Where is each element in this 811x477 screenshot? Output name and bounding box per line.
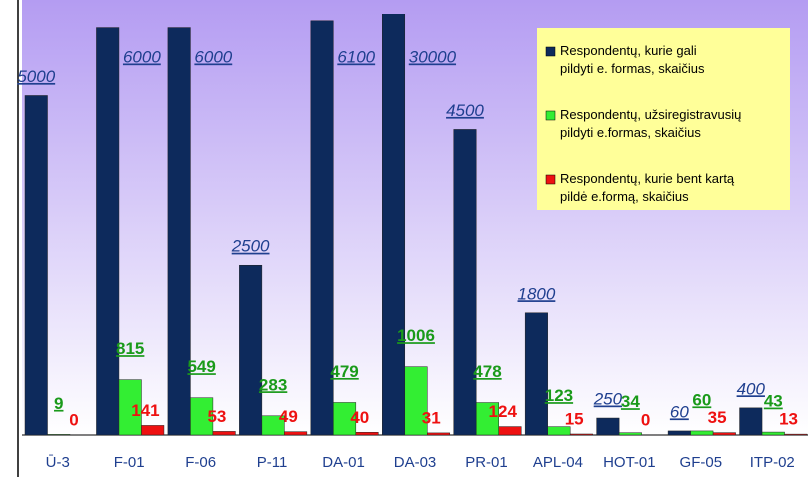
legend-swatch	[545, 174, 556, 185]
value-label: 0	[69, 410, 78, 429]
bar	[618, 432, 642, 435]
bar	[596, 417, 620, 435]
value-label: 35	[708, 408, 727, 427]
value-label: 31	[422, 408, 441, 427]
value-label: 5000	[17, 67, 55, 86]
bar	[547, 426, 571, 435]
value-label: 15	[565, 409, 584, 428]
value-label: 400	[737, 379, 766, 398]
value-label: 53	[207, 407, 226, 426]
value-label: 6100	[337, 47, 375, 66]
value-label: 6000	[123, 47, 161, 66]
value-label: 13	[779, 410, 798, 429]
bar	[333, 402, 357, 435]
value-label: 60	[670, 402, 689, 421]
bar	[212, 431, 236, 435]
value-label: 1006	[397, 326, 435, 345]
x-tick-label: F-01	[114, 454, 145, 471]
x-tick-label: PR-01	[465, 454, 508, 471]
x-tick-label: DA-03	[394, 454, 437, 471]
bar	[404, 366, 428, 435]
value-label: 34	[621, 392, 640, 411]
value-label: 4500	[446, 101, 484, 120]
bar	[690, 430, 714, 435]
value-label: 123	[545, 386, 573, 405]
value-label: 250	[593, 390, 623, 409]
value-label: 6000	[194, 47, 232, 66]
bar	[96, 27, 120, 435]
bar	[784, 433, 808, 435]
bars	[24, 14, 808, 435]
x-tick-label: P-11	[257, 454, 288, 471]
bar	[261, 415, 285, 435]
x-tick-label: DA-01	[322, 454, 365, 471]
value-label: 9	[54, 394, 63, 413]
value-label: 1800	[518, 284, 556, 303]
value-label: 815	[116, 339, 144, 358]
value-label: 141	[131, 401, 159, 420]
x-tick-label: ITP-02	[750, 454, 795, 471]
legend-swatch	[545, 46, 556, 57]
bar	[427, 432, 451, 435]
value-label: 0	[641, 410, 650, 429]
bar	[382, 14, 406, 435]
value-label: 43	[764, 392, 783, 411]
x-tick-label: GF-05	[680, 454, 723, 471]
bar	[24, 95, 48, 435]
bar	[569, 433, 593, 435]
bar	[310, 20, 334, 435]
value-label: 60	[692, 390, 711, 409]
legend-label: Respondentų, kurie gali pildyti e. formas…	[560, 43, 705, 76]
bar	[475, 402, 499, 435]
bar	[498, 426, 522, 435]
legend-label: Respondentų, užsiregistravusių pildyti e.…	[560, 107, 741, 140]
x-tick-label: Ū-3	[46, 454, 70, 471]
bar	[167, 27, 191, 435]
value-label: 479	[330, 362, 358, 381]
x-tick-label: APL-04	[533, 454, 583, 471]
bar	[524, 312, 548, 435]
bar	[47, 434, 71, 435]
x-tick-label: F-06	[185, 454, 216, 471]
value-label: 124	[489, 402, 518, 421]
bar	[712, 432, 736, 435]
bar	[453, 129, 477, 435]
bar	[667, 430, 691, 435]
value-label: 2500	[231, 237, 270, 256]
bar	[190, 397, 214, 435]
value-label: 478	[473, 362, 501, 381]
x-tick-label: HOT-01	[603, 454, 656, 471]
value-label: 549	[187, 357, 215, 376]
value-label: 40	[350, 408, 369, 427]
bar	[761, 431, 785, 435]
value-label: 49	[279, 407, 298, 426]
bar	[739, 407, 763, 435]
value-label: 30000	[409, 47, 457, 66]
legend-label: Respondentų, kurie bent kartą pildė e.for…	[560, 171, 735, 204]
bar	[355, 432, 379, 435]
legend-box	[537, 28, 790, 210]
bar	[239, 264, 263, 435]
bar	[141, 425, 165, 435]
bar	[118, 379, 142, 435]
legend-swatch	[545, 110, 556, 121]
value-label: 283	[259, 375, 287, 394]
bar	[284, 431, 308, 435]
